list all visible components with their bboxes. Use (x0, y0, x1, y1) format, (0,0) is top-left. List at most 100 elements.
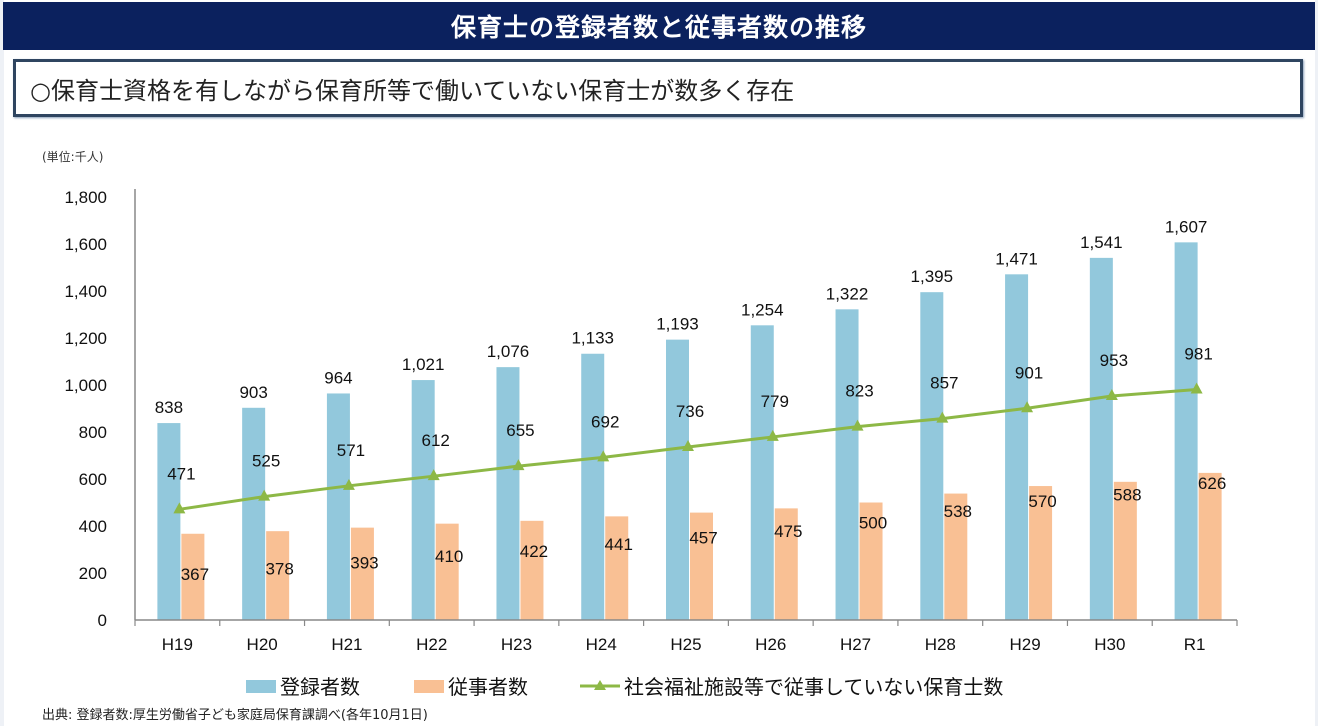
data-label-not-employed: 779 (761, 392, 789, 411)
line-marker-triangle (342, 478, 355, 490)
data-label-not-employed: 736 (676, 402, 704, 421)
right-border-strip (1315, 0, 1318, 726)
line-marker-triangle (597, 450, 610, 462)
y-tick-label: 1,800 (64, 188, 107, 207)
line-series (173, 382, 1203, 514)
bar-employed (350, 527, 374, 620)
legend-label-employed: 従事者数 (448, 675, 528, 699)
data-labels: 838 367 903 378 964 393 1,021 410 1,076 422 1,133 4… (155, 217, 1227, 583)
bar-registered (581, 353, 605, 620)
x-tick-label: H23 (501, 635, 532, 654)
bar-registered (157, 423, 181, 620)
data-label-not-employed: 471 (167, 464, 195, 483)
y-tick-label: 1,000 (64, 376, 107, 395)
legend-triangle-marker-icon (594, 680, 606, 690)
data-label-employed: 457 (689, 529, 717, 548)
bar-registered (1089, 257, 1113, 620)
line-marker-triangle (1105, 389, 1118, 401)
data-label-not-employed: 612 (422, 431, 450, 450)
legend-label-registered: 登録者数 (280, 675, 360, 699)
x-tick-label: H30 (1094, 635, 1125, 654)
data-label-registered: 1,395 (911, 267, 954, 286)
data-label-not-employed: 857 (930, 374, 958, 393)
line-marker-triangle (1021, 401, 1034, 413)
data-label-employed: 441 (605, 535, 633, 554)
data-label-not-employed: 571 (337, 441, 365, 460)
data-label-not-employed: 823 (845, 382, 873, 401)
source-note: 出典: 登録者数:厚生労働省子ども家庭局保育課調べ(各年10月1日) (42, 707, 428, 723)
subtitle-text: ○保育士資格を有しながら保育所等で働いていない保育士が数多く存在 (30, 76, 795, 105)
data-label-employed: 393 (350, 554, 378, 573)
data-label-not-employed: 981 (1184, 344, 1212, 363)
bar-employed (944, 493, 968, 620)
data-label-registered: 838 (155, 398, 183, 417)
line-marker-triangle (682, 440, 694, 452)
legend-swatch-employed (414, 680, 444, 693)
bar-registered (496, 367, 520, 620)
bar-registered (835, 309, 859, 620)
bar-employed (1113, 481, 1137, 620)
bar-registered (411, 380, 435, 620)
bar-employed (181, 533, 205, 620)
data-label-employed: 378 (265, 560, 293, 579)
data-label-registered: 1,021 (402, 355, 445, 374)
data-label-employed: 588 (1113, 485, 1141, 504)
bar-employed (435, 523, 459, 620)
x-tick-label: H25 (670, 635, 701, 654)
bar-employed (266, 531, 290, 620)
data-label-not-employed: 953 (1100, 351, 1128, 370)
x-tick-label: H28 (925, 635, 956, 654)
y-tick-label: 600 (79, 470, 107, 489)
line-marker-triangle (851, 419, 864, 431)
bar-registered (1174, 242, 1198, 621)
line-marker-triangle (173, 502, 186, 514)
bar-employed (774, 508, 798, 620)
x-tick-label: H19 (162, 635, 193, 654)
y-tick-label: 200 (79, 564, 107, 583)
left-border-strip (0, 0, 4, 726)
data-label-not-employed: 525 (252, 452, 280, 471)
legend-label-not-employed: 社会福祉施設等で従事していない保育士数 (624, 675, 1003, 699)
legend: 登録者数 従事者数 社会福祉施設等で従事していない保育士数 (246, 675, 1003, 699)
x-tick-label: H26 (755, 635, 786, 654)
y-axis-ticks: 0 200 400 600 800 1,000 1,200 1,400 1,600 1,800 (64, 188, 107, 630)
bar-registered (750, 325, 774, 620)
data-label-not-employed: 901 (1015, 363, 1043, 382)
bar-employed (859, 502, 883, 620)
data-label-employed: 570 (1028, 492, 1056, 511)
x-tick-label: H29 (1009, 635, 1040, 654)
y-tick-label: 1,400 (64, 282, 107, 301)
x-tick-label: R1 (1184, 635, 1206, 654)
bar-employed (1029, 486, 1053, 620)
unit-label: (単位:千人) (42, 149, 103, 164)
page-title: 保育士の登録者数と従事者数の推移 (3, 2, 1315, 50)
x-axis-ticks: H19 H20 H21 H22 H23 H24 H25 H26 H27 H28 H29 H30 R1 (134, 620, 1238, 654)
line-marker-triangle (936, 411, 949, 423)
data-label-registered: 1,076 (487, 342, 530, 361)
y-tick-label: 400 (79, 517, 107, 536)
line-marker-triangle (512, 459, 525, 471)
bars (157, 242, 1222, 621)
line-marker-triangle (258, 489, 271, 501)
data-label-employed: 500 (859, 514, 887, 533)
x-tick-label: H24 (586, 635, 617, 654)
x-tick-label: H21 (331, 635, 362, 654)
data-label-registered: 903 (239, 383, 267, 402)
x-tick-label: H20 (247, 635, 278, 654)
line-marker-triangle (427, 469, 440, 481)
data-label-registered: 1,193 (656, 315, 699, 334)
data-label-employed: 475 (774, 522, 802, 541)
y-tick-label: 0 (98, 611, 107, 630)
data-label-employed: 410 (435, 547, 463, 566)
y-tick-label: 800 (79, 423, 107, 442)
subtitle-box: ○保育士資格を有しながら保育所等で働いていない保育士が数多く存在 (13, 59, 1303, 117)
data-label-not-employed: 692 (591, 412, 619, 431)
bar-registered (242, 407, 266, 620)
y-tick-label: 1,600 (64, 235, 107, 254)
x-tick-label: H27 (840, 635, 871, 654)
bar-employed (690, 512, 713, 620)
data-label-not-employed: 655 (506, 421, 534, 440)
data-label-registered: 1,607 (1165, 217, 1208, 236)
bar-registered (1005, 274, 1029, 620)
